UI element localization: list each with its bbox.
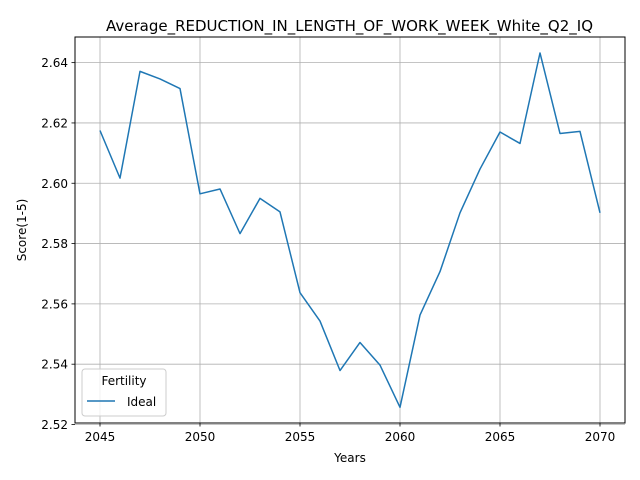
chart-title: Average_REDUCTION_IN_LENGTH_OF_WORK_WEEK… — [106, 17, 593, 36]
series-line-ideal — [99, 52, 601, 409]
x-tick-label: 2060 — [385, 430, 416, 444]
series-layer — [99, 52, 601, 409]
y-tick-label: 2.62 — [41, 116, 68, 130]
y-tick-label: 2.52 — [41, 418, 68, 432]
legend-title: Fertility — [101, 374, 146, 388]
y-axis-label: Score(1-5) — [15, 199, 29, 262]
y-tick-label: 2.58 — [41, 237, 68, 251]
y-tick-label: 2.54 — [41, 358, 68, 372]
y-tick-label: 2.56 — [41, 297, 68, 311]
x-tick-label: 2070 — [585, 430, 616, 444]
x-axis: 2045 2050 2055 2060 2065 2070 — [85, 423, 616, 444]
plot-frame — [74, 36, 626, 424]
x-tick-label: 2065 — [485, 430, 516, 444]
x-tick-label: 2050 — [185, 430, 216, 444]
grid — [75, 37, 625, 425]
legend: Fertility Ideal — [81, 368, 167, 417]
legend-box — [81, 368, 167, 417]
y-tick-label: 2.64 — [41, 56, 68, 70]
x-tick-label: 2045 — [85, 430, 116, 444]
x-tick-label: 2055 — [285, 430, 316, 444]
x-axis-label: Years — [333, 451, 366, 465]
y-tick-label: 2.60 — [41, 177, 68, 191]
y-axis: 2.52 2.54 2.56 2.58 2.60 2.62 2.64 — [41, 56, 75, 432]
legend-entry-label: Ideal — [127, 395, 156, 409]
